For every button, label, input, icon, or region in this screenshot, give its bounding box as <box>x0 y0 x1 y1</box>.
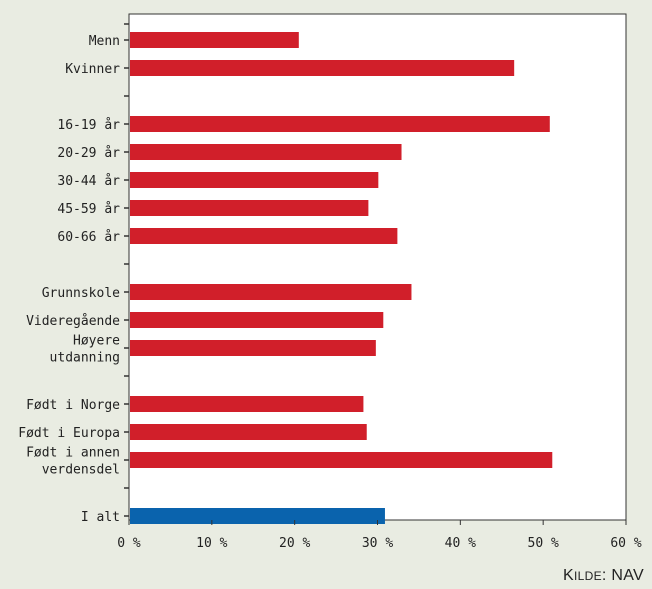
category-label: Født i Europa <box>18 426 120 441</box>
category-label-line: Grunnskole <box>42 286 120 301</box>
category-label-line: 30-44 år <box>57 174 120 189</box>
x-tick-label: 0 % <box>117 536 141 551</box>
bar <box>130 116 550 132</box>
category-label-line: Født i annen <box>26 446 120 461</box>
category-label: 30-44 år <box>57 174 120 189</box>
category-label-line: Høyere <box>73 334 120 349</box>
bar <box>130 312 384 328</box>
category-label: Kvinner <box>65 62 120 77</box>
category-label: 45-59 år <box>57 202 120 217</box>
category-label: Grunnskole <box>42 286 120 301</box>
category-label: Født i Norge <box>26 398 120 413</box>
category-label: 16-19 år <box>57 118 120 133</box>
bar <box>130 340 376 356</box>
bar <box>130 200 369 216</box>
category-label-line: utdanning <box>50 351 120 366</box>
category-label-line: 60-66 år <box>57 230 120 245</box>
category-label: Født i annen verdensdel <box>26 446 120 478</box>
category-label: Videregående <box>26 314 120 329</box>
bar <box>130 396 364 412</box>
bar <box>130 228 398 244</box>
bar <box>130 144 402 160</box>
x-tick-label: 50 % <box>528 536 559 551</box>
bar <box>130 172 379 188</box>
x-tick-label: 40 % <box>445 536 476 551</box>
category-label: Høyere utdanning <box>50 334 121 366</box>
bar <box>130 32 299 48</box>
bar <box>130 508 385 524</box>
category-label-line: 45-59 år <box>57 202 120 217</box>
bar <box>130 452 553 468</box>
category-label-line: Videregående <box>26 314 120 329</box>
category-label-line: 16-19 år <box>57 118 120 133</box>
category-label: I alt <box>81 510 120 525</box>
plot-area <box>128 13 627 521</box>
x-tick-label: 20 % <box>279 536 310 551</box>
category-label: 60-66 år <box>57 230 120 245</box>
category-label-line: I alt <box>81 510 120 525</box>
category-label: 20-29 år <box>57 146 120 161</box>
y-axis-ticks <box>124 23 129 517</box>
category-label-line: verdensdel <box>42 463 120 478</box>
category-label-line: Menn <box>89 34 120 49</box>
x-tick-label: 10 % <box>196 536 227 551</box>
x-tick-label: 60 % <box>610 536 641 551</box>
bar <box>130 424 367 440</box>
x-tick-label: 30 % <box>362 536 393 551</box>
category-label-line: Kvinner <box>65 62 120 77</box>
bars <box>130 32 553 524</box>
category-label-line: 20-29 år <box>57 146 120 161</box>
category-label-line: Født i Europa <box>18 426 120 441</box>
category-label: Menn <box>89 34 120 49</box>
category-label-line: Født i Norge <box>26 398 120 413</box>
x-axis-ticks: 0 % 10 % 20 % 30 % 40 % 50 % 60 % <box>117 520 642 551</box>
source-credit: KILDE: NAV <box>563 567 644 584</box>
bar <box>130 284 412 300</box>
category-labels: Menn Kvinner 16-19 år 20-29 år 30-44 år 45-59… <box>18 34 120 525</box>
bar <box>130 60 515 76</box>
